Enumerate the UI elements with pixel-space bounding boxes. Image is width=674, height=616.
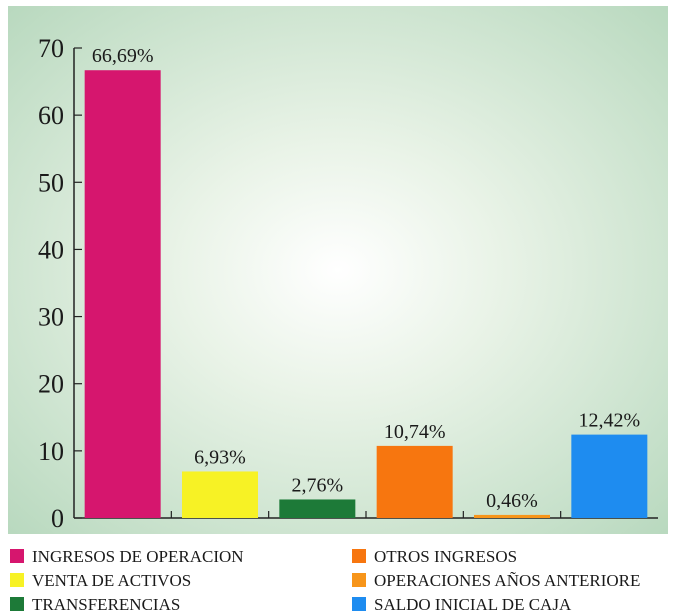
bar xyxy=(182,471,258,518)
bar-data-label: 10,74% xyxy=(384,421,446,443)
legend-label: OPERACIONES AÑOS ANTERIORE xyxy=(374,571,640,590)
bar xyxy=(279,499,356,518)
y-tick-label: 30 xyxy=(38,303,64,332)
legend-swatch xyxy=(10,597,24,611)
legend-label: VENTA DE ACTIVOS xyxy=(32,571,191,590)
bars-layer xyxy=(84,70,648,518)
y-tick-label: 40 xyxy=(38,235,64,264)
y-tick-label: 60 xyxy=(38,101,64,130)
data-labels-layer: 66,69% 6,93% 2,76% 10,74% 0,46% 12,42% xyxy=(92,45,640,512)
legend-label: OTROS INGRESOS xyxy=(374,547,517,566)
y-tick-label: 10 xyxy=(38,437,64,466)
bar-data-label: 66,69% xyxy=(92,45,154,67)
legend-label: SALDO INICIAL DE CAJA xyxy=(374,595,572,614)
legend: INGRESOS DE OPERACION VENTA DE ACTIVOS TRA… xyxy=(10,547,640,614)
bar-data-label: 6,93% xyxy=(194,446,246,468)
bar-data-label: 0,46% xyxy=(486,490,538,512)
bar xyxy=(84,70,161,518)
y-tick-label: 50 xyxy=(38,168,64,197)
legend-swatch xyxy=(10,549,24,563)
y-tick-label: 0 xyxy=(51,504,64,533)
axes-layer: 0 10 20 30 40 50 60 70 xyxy=(38,34,658,533)
legend-swatch xyxy=(352,597,366,611)
bar xyxy=(571,434,648,518)
y-tick-label: 70 xyxy=(38,34,64,63)
legend-swatch xyxy=(352,573,366,587)
legend-swatch xyxy=(352,549,366,563)
bar xyxy=(376,445,453,518)
bar-data-label: 12,42% xyxy=(578,410,640,432)
legend-label: INGRESOS DE OPERACION xyxy=(32,547,244,566)
bar xyxy=(474,514,550,518)
legend-label: TRANSFERENCIAS xyxy=(32,595,180,614)
legend-swatch xyxy=(10,573,24,587)
bar-data-label: 2,76% xyxy=(291,474,343,496)
y-tick-label: 20 xyxy=(38,370,64,399)
